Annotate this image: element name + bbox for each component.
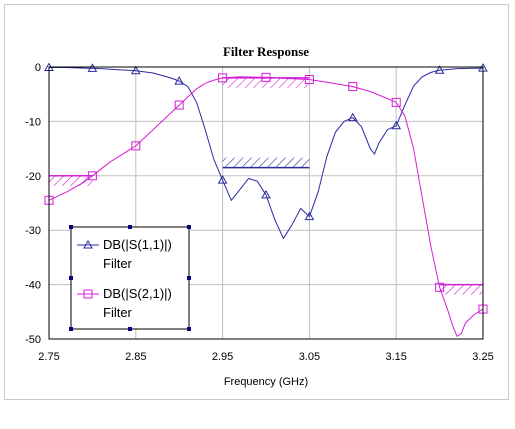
plot-area-border (48, 66, 484, 340)
x-tick-labels: 2.75 2.85 2.95 3.05 3.15 3.25 (38, 351, 493, 363)
legend-series-name: DB(|S(2,1)|) (103, 286, 172, 301)
data-point-marker (218, 73, 228, 83)
legend-resize-handle[interactable] (187, 276, 191, 280)
legend-resize-handle[interactable] (69, 225, 73, 229)
x-tick-label: 3.25 (472, 351, 493, 363)
data-point-marker (391, 97, 401, 107)
series-line (48, 76, 484, 338)
x-tick-label: 2.85 (125, 351, 146, 363)
data-point-marker (304, 211, 315, 221)
spec-masks (49, 77, 483, 295)
data-point-marker (347, 112, 358, 122)
data-point-marker (261, 72, 271, 82)
y-tick-label: -40 (25, 280, 41, 292)
data-point-marker (348, 82, 358, 92)
legend-series-name: DB(|S(1,1)|) (103, 237, 172, 252)
x-axis-label: Frequency (GHz) (224, 376, 308, 388)
x-tick-label: 3.05 (299, 351, 320, 363)
spec-mask-hatch (49, 175, 93, 186)
chart-frame: Filter Response 0 -10 -20 -30 -40 -50 2.75 2.8… (4, 4, 509, 400)
data-point-marker (130, 65, 141, 75)
legend-resize-handle[interactable] (187, 327, 191, 331)
data-point-marker (434, 65, 445, 74)
legend[interactable]: DB(|S(1,1)|) Filter DB(|S(2,1)|) Filter (69, 225, 191, 331)
legend-series-sub: Filter (103, 305, 133, 320)
y-tick-label: -30 (25, 225, 41, 237)
chart-title: Filter Response (223, 44, 309, 59)
y-tick-labels: 0 -10 -20 -30 -40 -50 (25, 62, 41, 346)
data-point-marker (174, 100, 184, 110)
x-tick-label: 2.95 (212, 351, 233, 363)
spec-mask-hatch (222, 157, 310, 168)
data-point-marker (174, 76, 185, 85)
y-tick-label: -20 (25, 171, 41, 183)
legend-resize-handle[interactable] (69, 327, 73, 331)
spec-mask-hatch (439, 284, 483, 295)
filter-response-chart: Filter Response 0 -10 -20 -30 -40 -50 2.75 2.8… (25, 44, 494, 388)
data-point-marker (261, 189, 271, 199)
legend-box (70, 226, 190, 330)
legend-swatch-marker (83, 239, 93, 249)
y-tick-label: -50 (25, 334, 41, 346)
data-point-marker (87, 171, 97, 181)
series-1 (44, 62, 488, 240)
legend-swatch-marker (83, 289, 93, 299)
spec-mask-hatch (222, 77, 310, 88)
series-layer (44, 62, 488, 338)
y-tick-label: -10 (25, 116, 41, 128)
data-point-marker (435, 282, 445, 292)
series-line (49, 67, 484, 240)
legend-resize-handle[interactable] (128, 327, 132, 331)
legend-resize-handle[interactable] (69, 276, 73, 280)
y-tick-label: 0 (35, 62, 41, 74)
legend-resize-handle[interactable] (187, 225, 191, 229)
data-point-marker (87, 63, 98, 72)
data-point-marker (391, 120, 402, 130)
x-tick-label: 3.15 (385, 351, 406, 363)
x-tick-label: 2.75 (38, 351, 59, 363)
data-point-marker (304, 75, 314, 85)
data-point-marker (217, 175, 228, 184)
legend-resize-handle[interactable] (128, 225, 132, 229)
legend-series-sub: Filter (103, 256, 133, 271)
data-point-marker (131, 141, 141, 151)
